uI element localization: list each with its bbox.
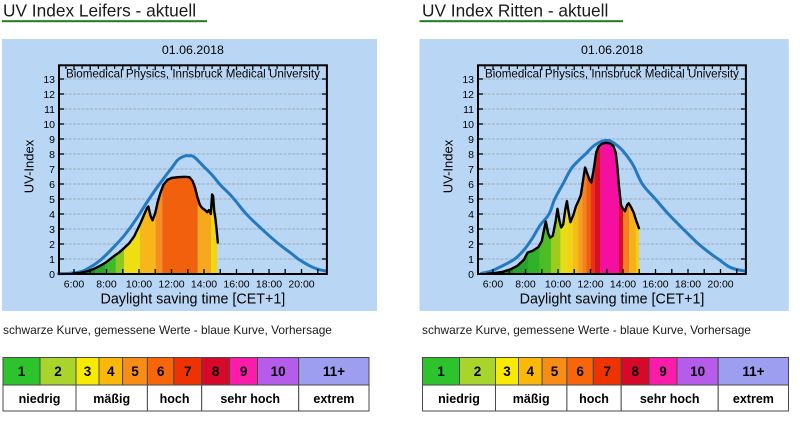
svg-text:6: 6 [157, 364, 165, 379]
svg-text:10:00: 10:00 [545, 279, 571, 291]
svg-text:6:00: 6:00 [483, 279, 504, 291]
svg-text:hoch: hoch [579, 392, 609, 406]
svg-text:7: 7 [603, 364, 611, 379]
svg-text:schwarze Kurve, gemessene Wert: schwarze Kurve, gemessene Werte - blaue … [422, 323, 751, 337]
svg-text:20:00: 20:00 [707, 279, 733, 291]
svg-text:niedrig: niedrig [438, 392, 480, 406]
svg-text:1: 1 [468, 254, 474, 266]
svg-text:2: 2 [474, 364, 482, 379]
svg-text:6: 6 [576, 364, 584, 379]
svg-text:1: 1 [18, 364, 26, 379]
svg-text:0: 0 [49, 269, 55, 281]
svg-text:12: 12 [462, 89, 474, 101]
svg-text:9: 9 [240, 364, 248, 379]
svg-text:01.06.2018: 01.06.2018 [162, 43, 224, 57]
svg-text:10: 10 [462, 119, 474, 131]
svg-text:2: 2 [54, 364, 62, 379]
svg-text:11+: 11+ [742, 364, 764, 379]
svg-text:3: 3 [503, 364, 511, 379]
svg-text:UV-Index: UV-Index [22, 139, 37, 193]
svg-text:7: 7 [49, 164, 55, 176]
svg-text:1: 1 [437, 364, 445, 379]
svg-text:9: 9 [49, 134, 55, 146]
svg-text:schwarze Kurve, gemessene Wert: schwarze Kurve, gemessene Werte - blaue … [3, 323, 332, 337]
svg-text:14:00: 14:00 [191, 279, 217, 291]
svg-text:14:00: 14:00 [610, 279, 636, 291]
svg-text:UV-Index: UV-Index [441, 139, 456, 193]
svg-text:5: 5 [49, 194, 55, 206]
svg-text:6: 6 [49, 179, 55, 191]
svg-text:16:00: 16:00 [223, 279, 249, 291]
svg-text:Daylight saving time [CET+1]: Daylight saving time [CET+1] [520, 292, 705, 308]
svg-text:niedrig: niedrig [19, 392, 61, 406]
svg-text:mäßig: mäßig [513, 392, 550, 406]
svg-text:hoch: hoch [160, 392, 190, 406]
svg-text:13: 13 [462, 74, 474, 86]
svg-text:Biomedical Physics, Innsbruck: Biomedical Physics, Innsbruck Medical Un… [66, 67, 320, 80]
svg-text:UV Index Leifers - aktuell: UV Index Leifers - aktuell [3, 1, 196, 21]
svg-text:extrem: extrem [313, 392, 354, 406]
svg-text:1: 1 [49, 254, 55, 266]
svg-text:13: 13 [43, 74, 55, 86]
svg-text:mäßig: mäßig [93, 392, 130, 406]
svg-text:10: 10 [690, 364, 705, 379]
svg-text:10:00: 10:00 [126, 279, 152, 291]
svg-text:9: 9 [659, 364, 667, 379]
svg-text:7: 7 [468, 164, 474, 176]
svg-text:4: 4 [49, 209, 55, 221]
svg-text:5: 5 [551, 364, 559, 379]
svg-text:12:00: 12:00 [577, 279, 603, 291]
svg-text:4: 4 [468, 209, 474, 221]
svg-text:8: 8 [631, 364, 639, 379]
svg-text:11+: 11+ [323, 364, 345, 379]
svg-text:9: 9 [468, 134, 474, 146]
svg-text:10: 10 [43, 119, 55, 131]
svg-text:18:00: 18:00 [256, 279, 282, 291]
svg-text:20:00: 20:00 [288, 279, 314, 291]
svg-text:12: 12 [43, 89, 55, 101]
svg-text:16:00: 16:00 [642, 279, 668, 291]
svg-text:3: 3 [468, 224, 474, 236]
svg-text:8: 8 [212, 364, 220, 379]
svg-text:5: 5 [131, 364, 139, 379]
svg-text:4: 4 [527, 364, 535, 379]
svg-text:3: 3 [84, 364, 92, 379]
svg-text:12:00: 12:00 [158, 279, 184, 291]
svg-text:2: 2 [468, 239, 474, 251]
svg-text:sehr hoch: sehr hoch [640, 392, 700, 406]
svg-text:8:00: 8:00 [96, 279, 117, 291]
svg-text:2: 2 [49, 239, 55, 251]
svg-text:8: 8 [468, 149, 474, 161]
svg-text:0: 0 [468, 269, 474, 281]
svg-text:11: 11 [463, 104, 474, 116]
svg-text:Daylight saving time [CET+1]: Daylight saving time [CET+1] [101, 292, 286, 308]
svg-text:4: 4 [107, 364, 115, 379]
svg-text:extrem: extrem [733, 392, 774, 406]
svg-text:5: 5 [468, 194, 474, 206]
svg-text:11: 11 [44, 104, 55, 116]
svg-text:sehr hoch: sehr hoch [220, 392, 280, 406]
svg-text:18:00: 18:00 [675, 279, 701, 291]
svg-text:10: 10 [271, 364, 286, 379]
svg-text:UV Index Ritten - aktuell: UV Index Ritten - aktuell [422, 1, 608, 21]
svg-text:8:00: 8:00 [515, 279, 536, 291]
svg-text:6:00: 6:00 [64, 279, 85, 291]
svg-text:3: 3 [49, 224, 55, 236]
svg-text:6: 6 [468, 179, 474, 191]
svg-text:7: 7 [184, 364, 192, 379]
svg-text:Biomedical Physics, Innsbruck: Biomedical Physics, Innsbruck Medical Un… [485, 67, 739, 80]
svg-text:01.06.2018: 01.06.2018 [581, 43, 643, 57]
svg-text:8: 8 [49, 149, 55, 161]
